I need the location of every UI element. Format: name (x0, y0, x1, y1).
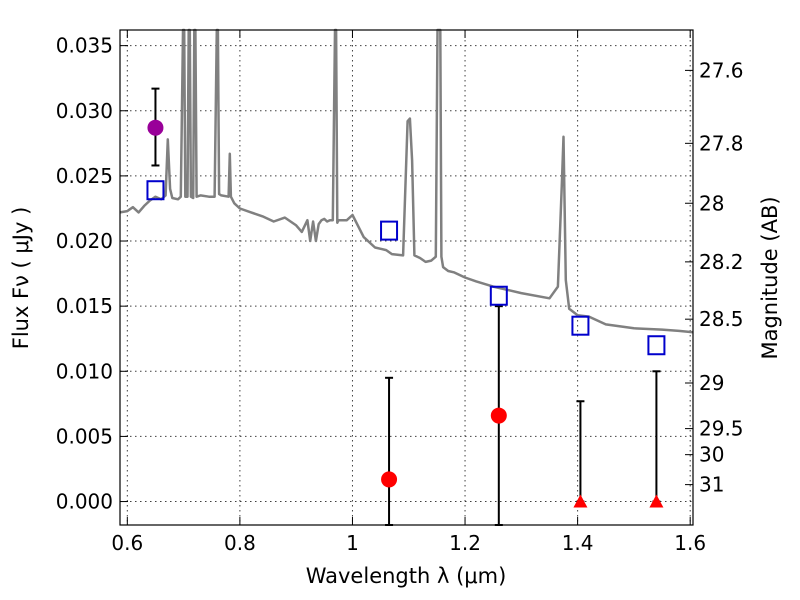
tick-layer: 0.6 0.8 1 1.2 1.4 1.6 0.000 0.005 0.010 0.015 0.02… (56, 30, 744, 555)
model-spectrum-line (119, 28, 694, 334)
upper-limit-marker (573, 494, 588, 508)
y2-tick-label: 27.8 (699, 131, 744, 155)
y-tick-label: 0.000 (56, 490, 113, 514)
box-marker-layer (146, 180, 666, 356)
y2-tick-label: 28 (699, 191, 724, 215)
x-tick-label: 1.6 (674, 531, 706, 555)
y-tick-label: 0.035 (56, 34, 113, 58)
y-axis-label: Flux Fν ( μJy ) (9, 207, 33, 350)
y2-tick-label: 31 (699, 473, 724, 497)
y2-tick-label: 29.5 (699, 417, 744, 441)
x-axis-label: Wavelength λ (μm) (306, 564, 507, 588)
y2-axis-label: Magnitude (AB) (758, 196, 782, 359)
y2-tick-label: 28.5 (699, 307, 744, 331)
upper-limit-marker (649, 494, 664, 508)
x-tick-label: 1.4 (562, 531, 594, 555)
box-marker (489, 285, 508, 306)
x-tick-label: 1.2 (449, 531, 481, 555)
y-tick-label: 0.030 (56, 99, 113, 123)
point-marker-layer (147, 119, 664, 508)
y-tick-label: 0.010 (56, 359, 113, 383)
y2-tick-label: 28.2 (699, 250, 744, 274)
x-tick-label: 0.8 (224, 531, 256, 555)
model-spectrum-layer (119, 28, 694, 334)
y-tick-label: 0.025 (56, 164, 113, 188)
x-tick-label: 0.6 (111, 531, 143, 555)
detection-marker (490, 407, 507, 424)
detection-marker (147, 119, 164, 136)
y2-tick-label: 29 (699, 371, 724, 395)
y-tick-label: 0.020 (56, 229, 113, 253)
box-marker (571, 315, 590, 336)
box-marker (647, 335, 666, 356)
plot-frame (119, 29, 694, 526)
y2-tick-label: 27.6 (699, 58, 744, 82)
detection-marker (381, 471, 398, 488)
box-marker (380, 220, 399, 241)
x-tick-label: 1 (346, 531, 359, 555)
y2-tick-label: 30 (699, 443, 724, 467)
y-tick-label: 0.015 (56, 294, 113, 318)
grid (120, 30, 693, 525)
y-tick-label: 0.005 (56, 424, 113, 448)
box-marker (146, 180, 165, 201)
